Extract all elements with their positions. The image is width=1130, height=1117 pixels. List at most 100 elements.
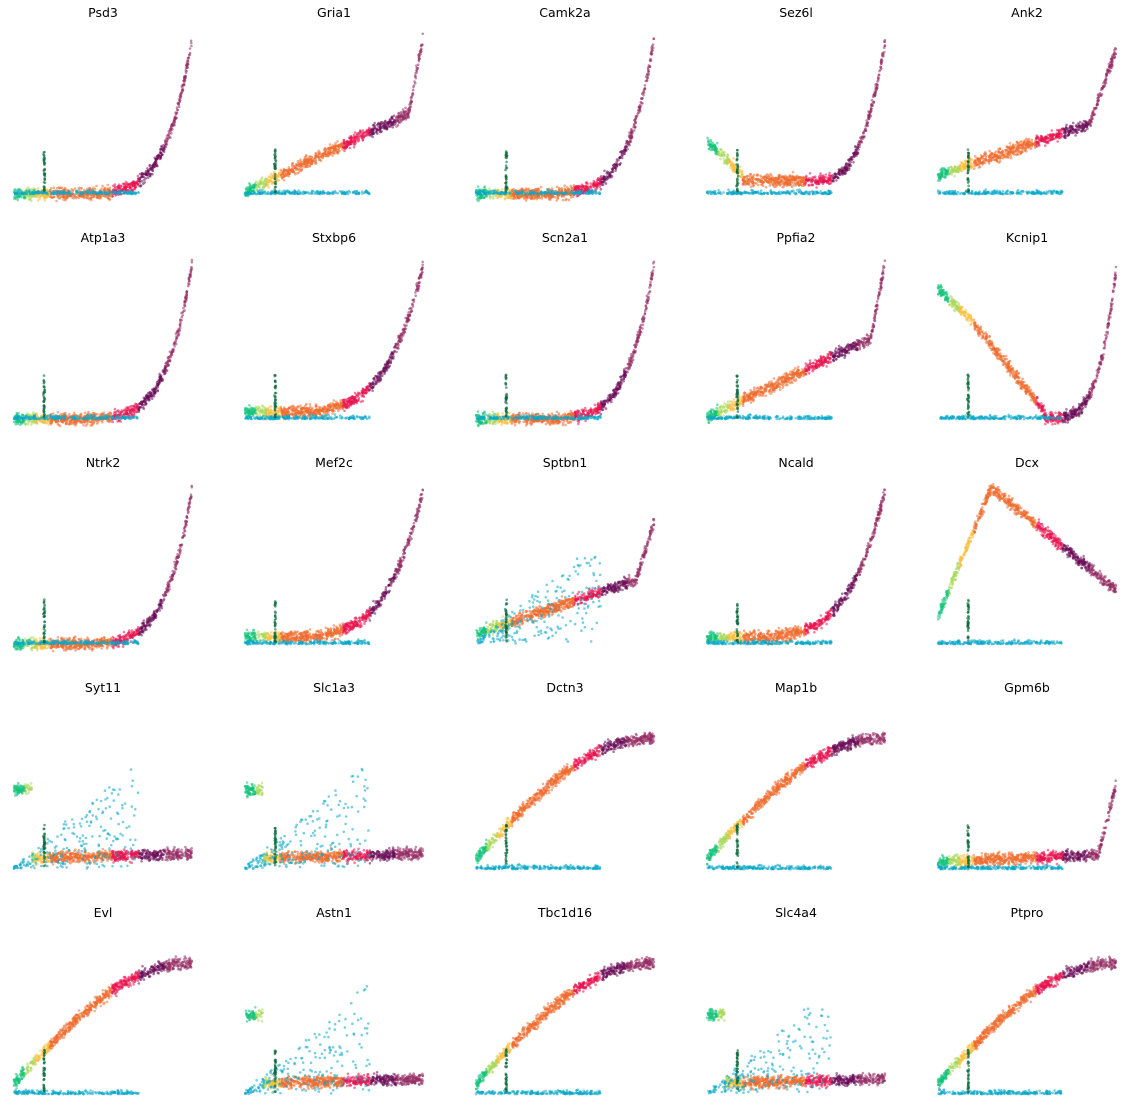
point bbox=[876, 87, 879, 90]
point bbox=[373, 122, 376, 125]
point bbox=[130, 192, 133, 195]
point bbox=[619, 151, 622, 154]
point bbox=[275, 180, 278, 183]
point bbox=[740, 175, 743, 178]
point bbox=[505, 164, 508, 167]
point bbox=[357, 137, 360, 140]
point bbox=[620, 154, 623, 157]
point bbox=[165, 137, 168, 140]
point bbox=[271, 181, 274, 184]
scatter-points bbox=[706, 39, 886, 196]
point bbox=[173, 119, 176, 122]
point bbox=[854, 149, 857, 152]
point bbox=[117, 193, 120, 196]
point bbox=[732, 157, 735, 160]
point bbox=[601, 181, 604, 184]
point bbox=[125, 192, 128, 195]
point bbox=[170, 132, 173, 135]
point bbox=[89, 187, 92, 190]
point bbox=[13, 191, 16, 194]
point bbox=[524, 193, 527, 196]
point bbox=[790, 184, 793, 187]
point bbox=[564, 199, 567, 202]
point bbox=[137, 191, 140, 194]
point bbox=[618, 157, 621, 160]
point bbox=[732, 169, 735, 172]
point bbox=[724, 159, 727, 162]
point bbox=[513, 190, 516, 193]
point bbox=[59, 193, 62, 196]
point bbox=[590, 182, 593, 185]
point bbox=[875, 90, 878, 93]
point bbox=[315, 162, 318, 165]
point bbox=[130, 186, 133, 189]
point bbox=[189, 53, 192, 56]
panel-camk2a: Camk2a bbox=[475, 5, 655, 202]
point bbox=[843, 172, 846, 175]
point bbox=[331, 154, 334, 157]
point bbox=[343, 142, 346, 145]
point bbox=[411, 100, 414, 103]
point bbox=[644, 87, 647, 90]
point bbox=[182, 88, 185, 91]
point bbox=[53, 193, 56, 196]
point bbox=[391, 123, 394, 126]
point bbox=[510, 195, 513, 198]
point bbox=[560, 191, 563, 194]
point bbox=[281, 192, 284, 195]
point bbox=[488, 187, 491, 190]
point bbox=[52, 190, 55, 193]
scatter-points bbox=[244, 33, 424, 198]
point bbox=[349, 191, 352, 194]
point bbox=[548, 192, 551, 195]
point bbox=[751, 176, 754, 179]
point bbox=[298, 164, 301, 167]
point bbox=[274, 183, 277, 186]
point bbox=[564, 193, 567, 196]
point bbox=[742, 182, 745, 185]
point bbox=[130, 183, 133, 186]
point bbox=[87, 195, 90, 198]
point bbox=[282, 171, 285, 174]
point bbox=[600, 188, 603, 191]
point bbox=[828, 177, 831, 180]
point bbox=[43, 151, 46, 154]
point bbox=[80, 187, 83, 190]
point bbox=[586, 181, 589, 184]
point bbox=[880, 67, 883, 70]
point bbox=[407, 108, 410, 111]
point bbox=[568, 199, 571, 202]
point bbox=[574, 190, 577, 193]
point bbox=[56, 187, 59, 190]
point bbox=[154, 160, 157, 163]
point bbox=[477, 185, 480, 188]
point bbox=[412, 93, 415, 96]
point bbox=[525, 187, 528, 190]
point bbox=[274, 152, 277, 155]
point bbox=[706, 137, 709, 140]
point bbox=[415, 71, 418, 74]
point bbox=[525, 199, 528, 202]
point bbox=[778, 174, 781, 177]
point bbox=[150, 167, 153, 170]
point bbox=[619, 162, 622, 165]
point bbox=[185, 67, 188, 70]
point bbox=[43, 181, 46, 184]
point bbox=[372, 132, 375, 135]
point bbox=[571, 187, 574, 190]
point bbox=[598, 183, 601, 186]
point bbox=[838, 168, 841, 171]
point bbox=[420, 50, 423, 53]
point bbox=[67, 191, 70, 194]
point bbox=[164, 140, 167, 143]
point bbox=[479, 196, 482, 199]
point bbox=[537, 188, 540, 191]
point bbox=[719, 158, 722, 161]
point bbox=[123, 190, 126, 193]
point bbox=[842, 169, 845, 172]
point bbox=[320, 160, 323, 163]
point bbox=[707, 140, 710, 143]
point bbox=[251, 186, 254, 189]
point bbox=[562, 199, 565, 202]
point bbox=[502, 191, 505, 194]
